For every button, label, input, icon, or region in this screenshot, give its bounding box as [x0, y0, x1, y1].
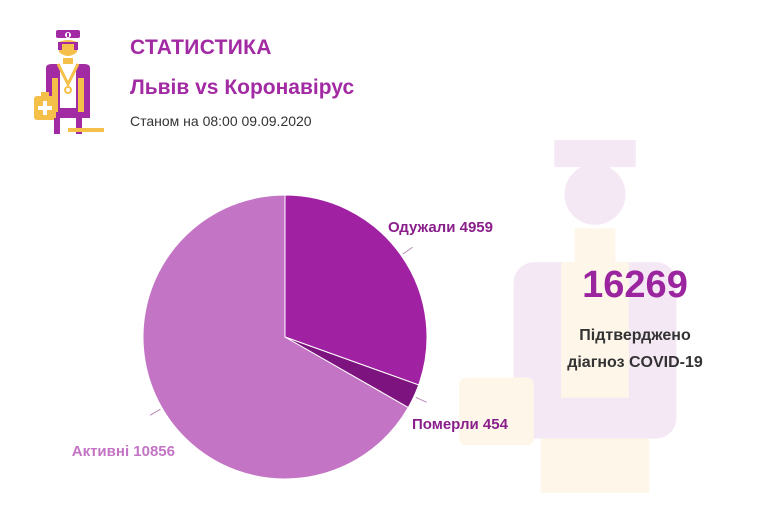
total-caption-line2: діагноз COVID-19: [567, 354, 703, 371]
pie-leader-line-3: [149, 408, 161, 416]
pie-leader-line-2: [415, 396, 427, 403]
page-subtitle: Львів vs Коронавірус: [130, 76, 355, 99]
doctor-watermark-icon: [459, 140, 677, 493]
date-label: Станом на 08:00 09.09.2020: [130, 113, 312, 129]
pie-label-3: Активні 10856: [72, 443, 175, 460]
page-title: СТАТИСТИКА: [130, 36, 272, 59]
total-cases: 16269: [582, 264, 688, 306]
pie-leader-line-1: [402, 246, 413, 255]
doctor-icon: [34, 30, 104, 134]
total-caption-line1: Підтверджено: [579, 327, 691, 344]
total-caption: Підтверджено діагноз COVID-19: [530, 322, 740, 376]
pie-label-2: Померли 454: [412, 416, 509, 433]
pie-label-1: Одужали 4959: [388, 219, 493, 236]
pie-slice-3: [142, 194, 409, 480]
pie-slice-1: [284, 194, 428, 386]
